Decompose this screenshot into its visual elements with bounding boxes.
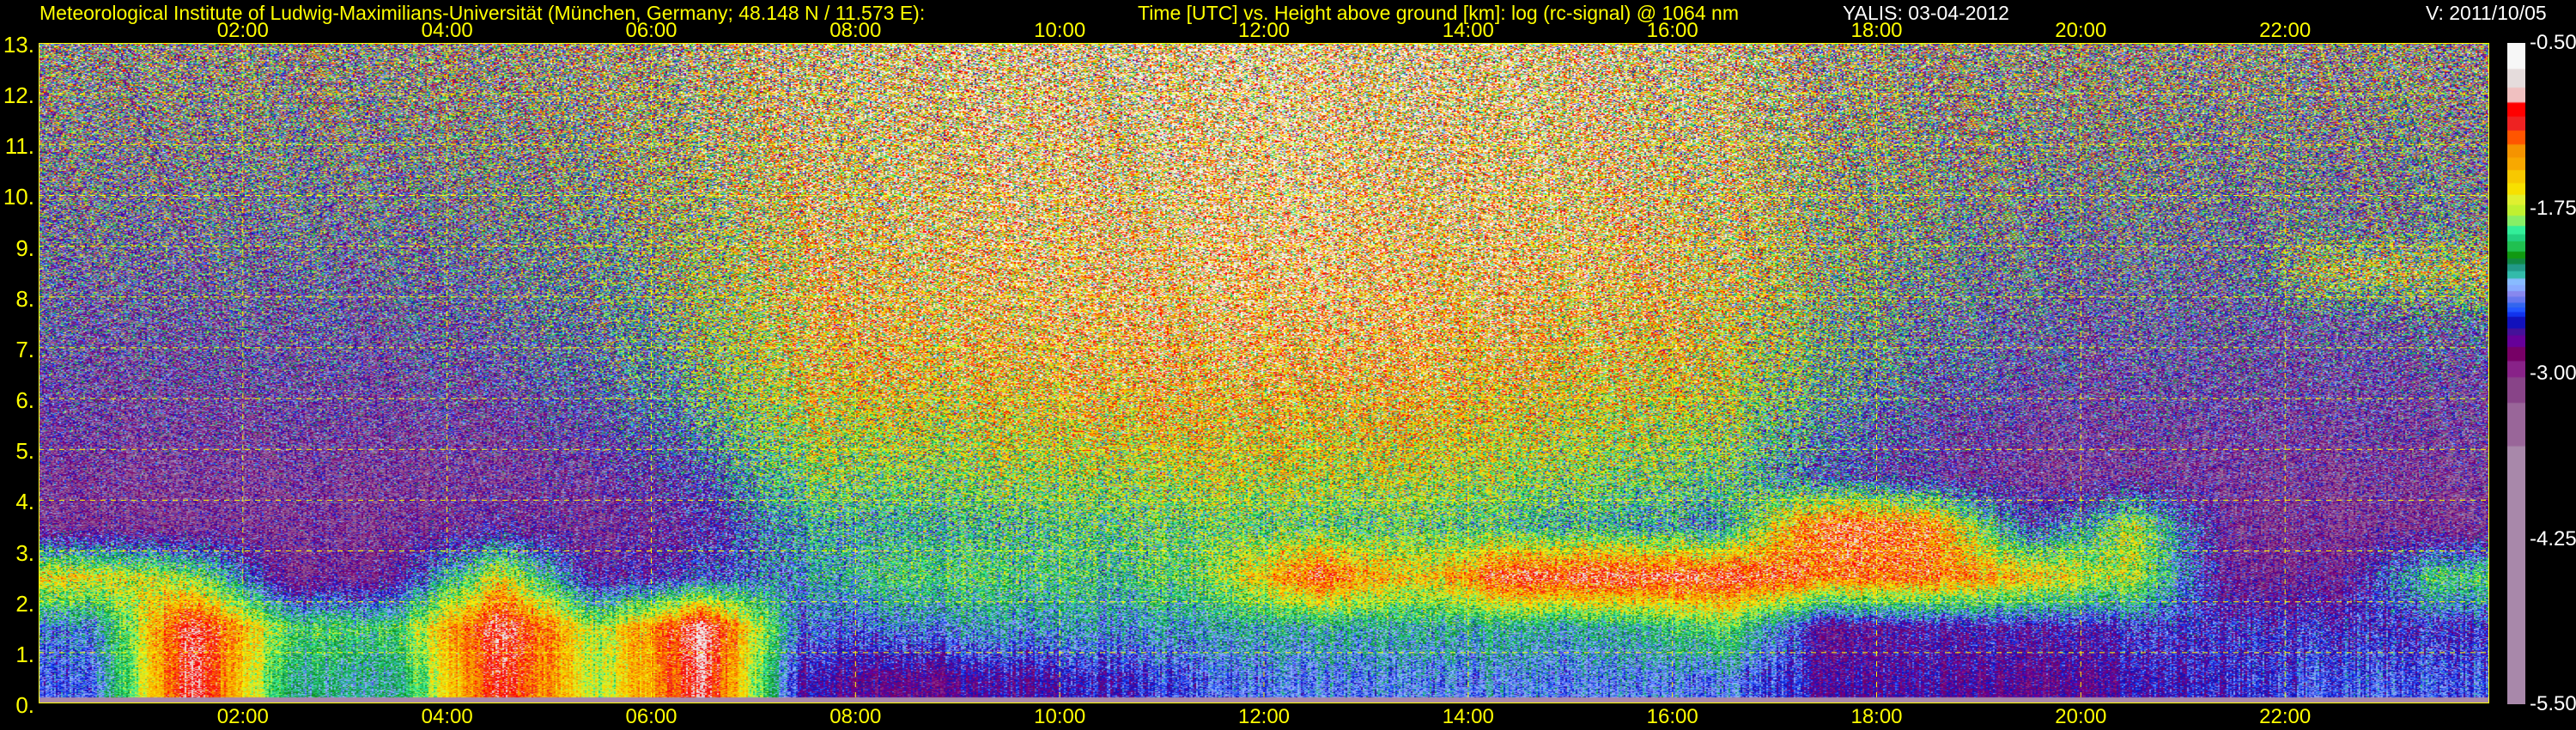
x-tick-label: 20:00: [2055, 705, 2107, 728]
y-tick-label: 6.: [15, 387, 34, 414]
grid-lines: [39, 43, 2489, 703]
x-tick-label: 04:00: [421, 19, 473, 42]
lidar-heatmap: [39, 43, 2489, 703]
y-tick-label: 12.: [3, 82, 34, 109]
y-tick-label: 2.: [15, 590, 34, 617]
y-tick-label: 0.: [15, 692, 34, 718]
x-tick-label: 04:00: [421, 705, 473, 728]
colorbar-tick-label: -5.50: [2530, 692, 2576, 715]
x-tick-label: 02:00: [216, 705, 269, 728]
x-tick-label: 14:00: [1442, 19, 1494, 42]
version-label: V: 2011/10/05: [2426, 2, 2547, 24]
x-tick-label: 08:00: [829, 705, 882, 728]
x-tick-label: 22:00: [2259, 19, 2312, 42]
y-tick-label: 11.: [4, 133, 34, 160]
y-tick-label: 5.: [15, 438, 34, 465]
x-tick-label: 16:00: [1646, 705, 1698, 728]
x-tick-label: 12:00: [1237, 19, 1291, 42]
colorbar-tick-label: -0.50: [2530, 31, 2576, 54]
y-tick-label: 9.: [15, 234, 34, 261]
x-tick-label: 22:00: [2259, 705, 2312, 728]
x-tick-label: 10:00: [1034, 19, 1086, 42]
x-tick-label: 10:00: [1034, 705, 1086, 728]
y-tick-label: 8.: [15, 285, 34, 312]
y-tick-label: 7.: [15, 336, 34, 362]
y-tick-label: 4.: [15, 489, 34, 515]
x-tick-label: 20:00: [2055, 19, 2107, 42]
x-tick-label: 02:00: [216, 19, 269, 42]
x-tick-label: 14:00: [1442, 705, 1494, 728]
y-tick-label: 3.: [15, 539, 34, 566]
x-tick-label: 12:00: [1237, 705, 1291, 728]
colorbar-tick-label: -3.00: [2530, 362, 2576, 385]
y-tick-label: 10.: [3, 184, 34, 210]
y-tick-label: 1.: [15, 641, 34, 667]
chart-title: Time [UTC] vs. Height above ground [km]:…: [1138, 2, 1739, 24]
x-tick-label: 18:00: [1850, 705, 1903, 728]
colorbar: [2507, 43, 2525, 704]
colorbar-tick-label: -1.75: [2530, 196, 2576, 220]
x-tick-label: 08:00: [829, 19, 882, 42]
institute-title: Meteorological Institute of Ludwig-Maxim…: [39, 2, 926, 24]
y-tick-label: 13.: [3, 32, 34, 58]
x-tick-label: 16:00: [1646, 19, 1698, 42]
x-tick-label: 06:00: [625, 705, 677, 728]
instrument-date: YALIS: 03-04-2012: [1843, 2, 2009, 24]
x-tick-label: 18:00: [1850, 19, 1903, 42]
colorbar-tick-label: -4.25: [2530, 526, 2576, 551]
x-tick-label: 06:00: [625, 19, 677, 42]
plot-frame: [39, 43, 2489, 703]
